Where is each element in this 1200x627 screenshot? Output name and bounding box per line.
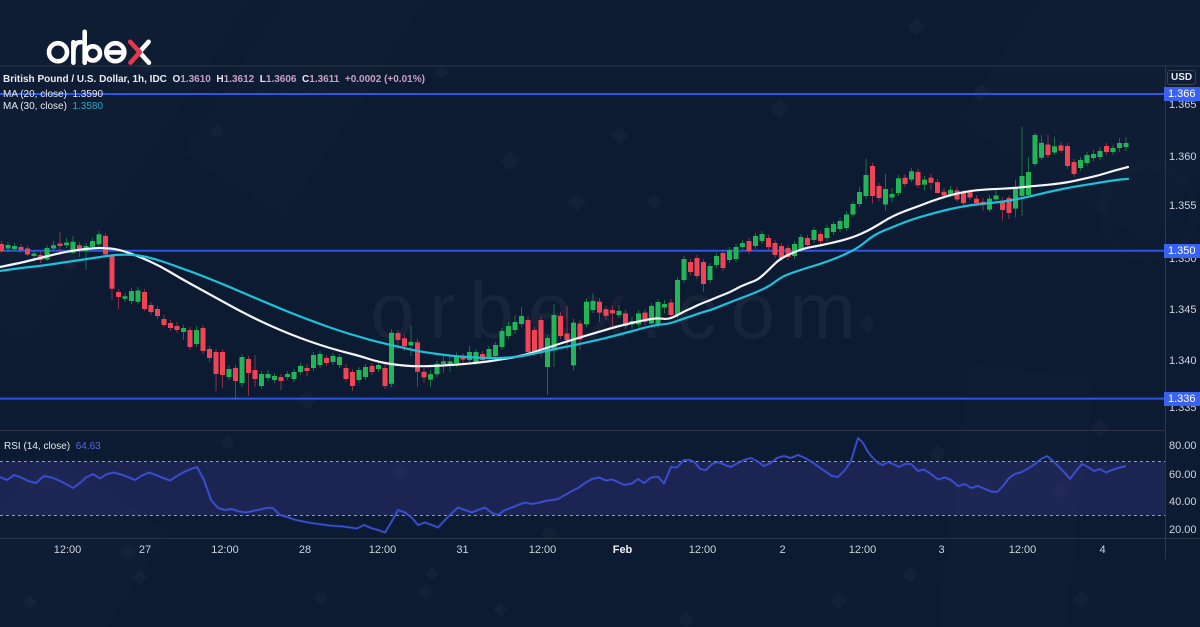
- svg-text:orbex.com: orbex.com: [370, 266, 869, 355]
